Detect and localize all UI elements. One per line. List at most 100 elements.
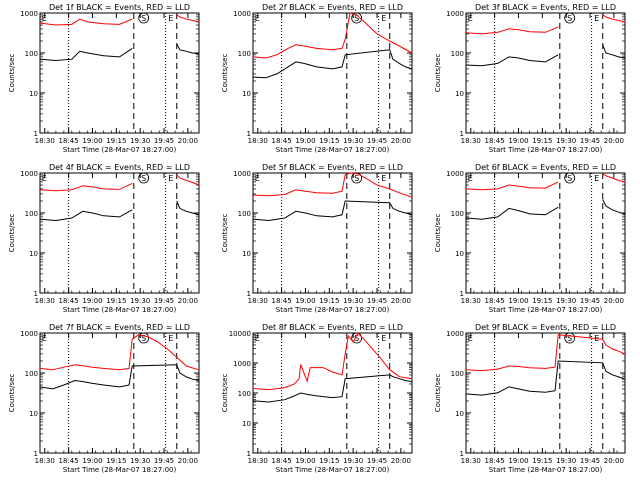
y-tick-label: 1 bbox=[247, 290, 251, 298]
series-line-events bbox=[465, 54, 559, 67]
y-tick-label: 1 bbox=[460, 290, 464, 298]
saa-marker-circle bbox=[351, 172, 363, 184]
x-tick-label: 18:45 bbox=[272, 457, 292, 465]
x-tick-label: 19:15 bbox=[106, 457, 126, 465]
marker-letter: S bbox=[354, 334, 359, 343]
marker-letter: E bbox=[168, 334, 173, 343]
x-tick-label: 19:45 bbox=[367, 137, 387, 145]
marker-letter: E bbox=[168, 174, 173, 183]
plot-frame bbox=[252, 172, 413, 294]
y-tick-label: 1000 bbox=[446, 170, 464, 178]
x-tick-label: 19:15 bbox=[319, 137, 339, 145]
y-tick-label: 10 bbox=[242, 90, 251, 98]
series-line-lld bbox=[252, 12, 413, 59]
y-tick-label: 1000 bbox=[20, 330, 38, 338]
series-line-lld bbox=[252, 172, 413, 198]
series-line-lld bbox=[39, 182, 133, 192]
y-tick-label: 100 bbox=[451, 370, 464, 378]
y-tick-label: 100 bbox=[451, 50, 464, 58]
saa-marker-circle bbox=[564, 172, 576, 184]
series-line-lld bbox=[602, 14, 626, 23]
x-tick-label: 19:00 bbox=[82, 137, 102, 145]
x-tick-label: 19:30 bbox=[343, 297, 363, 305]
marker-letter: S bbox=[567, 14, 572, 23]
chart-title: Det 1f BLACK = Events, RED = LLD bbox=[49, 3, 190, 12]
y-tick-label: 1000 bbox=[233, 10, 251, 18]
x-tick-label: 19:30 bbox=[130, 457, 150, 465]
marker-letter: S bbox=[567, 334, 572, 343]
marker-letter: E bbox=[468, 334, 473, 343]
x-tick-label: 19:15 bbox=[532, 297, 552, 305]
y-tick-label: 1 bbox=[34, 450, 38, 458]
series-line-events bbox=[252, 374, 413, 403]
x-tick-label: 19:00 bbox=[295, 137, 315, 145]
x-tick-label: 18:30 bbox=[248, 137, 268, 145]
x-tick-label: 19:15 bbox=[106, 297, 126, 305]
x-axis-label: Start Time (28-Mar-07 18:27:00) bbox=[276, 466, 390, 474]
series-line-lld bbox=[176, 14, 200, 23]
x-tick-label: 19:15 bbox=[106, 137, 126, 145]
x-tick-label: 18:45 bbox=[485, 297, 505, 305]
series-line-events bbox=[465, 360, 626, 396]
y-tick-label: 1000 bbox=[446, 10, 464, 18]
x-tick-label: 19:15 bbox=[319, 297, 339, 305]
chart-panel-8: Det 8f BLACK = Events, RED = LLD Counts/s… bbox=[221, 323, 413, 474]
y-tick-label: 100 bbox=[238, 50, 251, 58]
x-tick-label: 18:30 bbox=[35, 297, 55, 305]
plot-frame bbox=[465, 12, 626, 134]
marker-letter: E bbox=[168, 14, 173, 23]
plot-frame bbox=[252, 12, 413, 134]
series-line-lld bbox=[39, 334, 200, 371]
series-line-events bbox=[39, 47, 133, 62]
marker-letter: E bbox=[42, 14, 47, 23]
chart-title: Det 8f BLACK = Events, RED = LLD bbox=[262, 323, 403, 332]
x-tick-label: 19:30 bbox=[343, 137, 363, 145]
plot-frame bbox=[39, 172, 200, 294]
x-axis-label: Start Time (28-Mar-07 18:27:00) bbox=[276, 306, 390, 314]
y-tick-label: 10 bbox=[29, 250, 38, 258]
x-tick-label: 19:45 bbox=[154, 137, 174, 145]
x-tick-label: 19:15 bbox=[532, 457, 552, 465]
y-tick-label: 100 bbox=[25, 50, 38, 58]
chart-panel-5: Det 5f BLACK = Events, RED = LLD Counts/s… bbox=[221, 163, 413, 314]
marker-letter: E bbox=[255, 14, 260, 23]
x-tick-label: 20:00 bbox=[604, 137, 624, 145]
y-tick-label: 100 bbox=[238, 390, 251, 398]
y-axis-label: Counts/sec bbox=[221, 374, 229, 413]
chart-title: Det 9f BLACK = Events, RED = LLD bbox=[475, 323, 616, 332]
y-axis-label: Counts/sec bbox=[8, 374, 16, 413]
series-line-events bbox=[39, 364, 200, 390]
chart-title: Det 6f BLACK = Events, RED = LLD bbox=[475, 163, 616, 172]
marker-letter: E bbox=[255, 334, 260, 343]
saa-marker-circle bbox=[351, 12, 363, 24]
x-tick-label: 18:45 bbox=[272, 137, 292, 145]
y-axis-label: Counts/sec bbox=[434, 54, 442, 93]
x-tick-label: 18:45 bbox=[59, 137, 79, 145]
chart-panel-9: Det 9f BLACK = Events, RED = LLD Counts/s… bbox=[434, 323, 626, 474]
y-tick-label: 10 bbox=[242, 250, 251, 258]
saa-marker-circle bbox=[564, 12, 576, 24]
x-tick-label: 19:45 bbox=[154, 457, 174, 465]
series-line-events bbox=[602, 199, 626, 215]
y-tick-label: 100 bbox=[25, 370, 38, 378]
marker-letter: E bbox=[594, 14, 599, 23]
x-tick-label: 18:30 bbox=[461, 137, 481, 145]
x-tick-label: 18:45 bbox=[272, 297, 292, 305]
plot-frame bbox=[252, 332, 413, 454]
y-axis-label: Counts/sec bbox=[221, 214, 229, 253]
plot-frame bbox=[39, 332, 200, 454]
y-tick-label: 10 bbox=[242, 420, 251, 428]
x-tick-label: 18:45 bbox=[485, 137, 505, 145]
x-tick-label: 19:00 bbox=[508, 457, 528, 465]
x-axis-label: Start Time (28-Mar-07 18:27:00) bbox=[489, 466, 603, 474]
y-tick-label: 10 bbox=[455, 90, 464, 98]
chart-title: Det 5f BLACK = Events, RED = LLD bbox=[262, 163, 403, 172]
x-tick-label: 20:00 bbox=[178, 457, 198, 465]
series-line-lld bbox=[602, 173, 626, 183]
series-line-lld bbox=[465, 181, 559, 191]
chart-panel-3: Det 3f BLACK = Events, RED = LLD Counts/s… bbox=[434, 3, 626, 154]
y-tick-label: 100 bbox=[238, 210, 251, 218]
y-tick-label: 100 bbox=[25, 210, 38, 218]
chart-title: Det 4f BLACK = Events, RED = LLD bbox=[49, 163, 190, 172]
series-line-lld bbox=[39, 18, 133, 26]
